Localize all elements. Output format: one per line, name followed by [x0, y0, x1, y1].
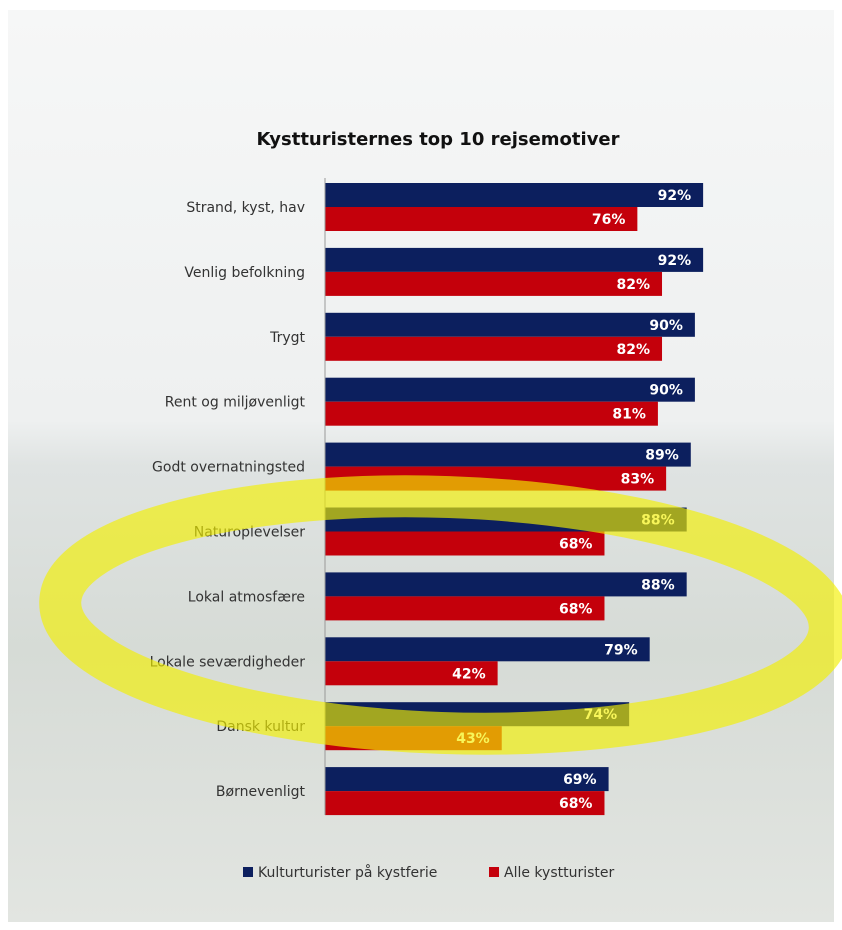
value-label: 92%	[658, 188, 692, 204]
legend-label: Kulturturister på kystferie	[258, 864, 437, 881]
bar	[325, 637, 650, 662]
value-label: 79%	[604, 642, 638, 658]
category-label: Børnevenligt	[216, 784, 306, 800]
category-label: Rent og miljøvenligt	[165, 395, 306, 411]
category-label: Trygt	[269, 330, 305, 346]
value-label: 76%	[592, 212, 626, 228]
bar	[325, 377, 695, 402]
value-label: 90%	[649, 383, 683, 399]
value-label: 69%	[563, 772, 597, 788]
bar	[325, 767, 609, 792]
value-label: 68%	[559, 537, 593, 553]
bar	[325, 312, 695, 337]
value-label: 68%	[559, 796, 593, 812]
value-label: 83%	[621, 472, 655, 488]
value-label: 89%	[645, 448, 679, 464]
value-label: 82%	[617, 342, 651, 358]
value-label: 68%	[559, 601, 593, 617]
bar	[325, 336, 663, 361]
category-label: Venlig befolkning	[184, 265, 305, 281]
bar	[325, 401, 658, 426]
bar	[325, 271, 663, 296]
bar	[325, 247, 704, 272]
category-label: Strand, kyst, hav	[186, 200, 305, 216]
bar	[325, 183, 704, 207]
highlight-marker	[39, 475, 842, 755]
chart-title: Kystturisternes top 10 rejsemotiver	[256, 129, 619, 150]
bar	[325, 661, 498, 686]
value-label: 81%	[612, 407, 646, 423]
bar	[325, 596, 605, 621]
legend-label: Alle kystturister	[504, 865, 615, 881]
category-label: Godt overnatningsted	[152, 460, 305, 476]
category-label: Lokale seværdigheder	[150, 654, 306, 670]
legend-swatch	[243, 867, 253, 877]
legend-swatch	[489, 867, 499, 877]
value-label: 92%	[658, 253, 692, 269]
value-label: 88%	[641, 577, 675, 593]
value-label: 82%	[617, 277, 651, 293]
bar	[325, 572, 687, 597]
legend: Kulturturister på kystferie Alle kystturi…	[243, 864, 615, 881]
category-label: Lokal atmosfære	[188, 589, 305, 605]
value-label: 42%	[452, 666, 486, 682]
bar	[325, 791, 605, 816]
bar	[325, 531, 605, 556]
bar	[325, 442, 691, 467]
value-label: 90%	[649, 318, 683, 334]
bar	[325, 207, 638, 231]
